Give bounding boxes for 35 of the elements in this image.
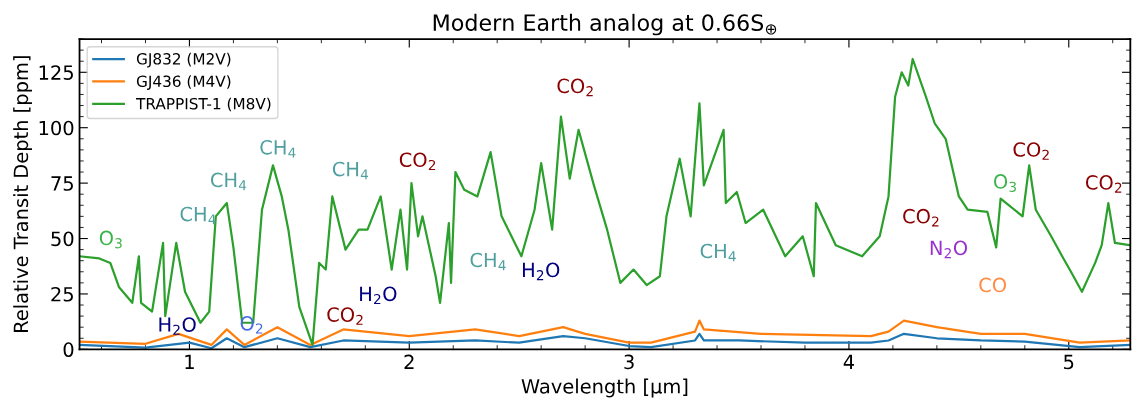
x-tick-label: 1 xyxy=(185,354,194,369)
annotation: CO$_{2}$ xyxy=(557,78,593,97)
annotation: CO$_{2}$ xyxy=(399,152,436,171)
annotation: H$_{2}$O xyxy=(360,286,397,305)
legend-label: TRAPPIST-1 (M8V) xyxy=(136,97,271,112)
x-tick-label: 5 xyxy=(1064,354,1074,370)
annotation: CO$_{2}$ xyxy=(903,208,939,227)
annotation: CH$_{4}$ xyxy=(210,172,247,191)
y-tick-label: 75 xyxy=(51,176,73,191)
annotation: CO xyxy=(979,277,1007,293)
x-tick-label: 3 xyxy=(624,354,634,370)
y-tick-label: 50 xyxy=(51,231,74,247)
annotation: CH$_{4}$ xyxy=(260,139,296,158)
annotation: N$_{2}$O xyxy=(930,240,968,259)
chart-title: Modern Earth analog at 0.66S$_{⊕}$ xyxy=(433,13,777,36)
x-axis-title: Wavelength [μm] xyxy=(521,378,688,398)
annotation: O$_{3}$ xyxy=(99,230,122,249)
annotation: O$_{3}$ xyxy=(994,174,1016,192)
annotation: CH$_{4}$ xyxy=(332,161,369,180)
y-axis-title: Relative Transit Depth [ppm] xyxy=(13,56,32,332)
y-tick-label: 100 xyxy=(39,120,74,136)
y-tick-label: 25 xyxy=(51,286,73,302)
annotation: CH$_{4}$ xyxy=(700,243,736,262)
x-tick-label: 2 xyxy=(404,354,414,369)
annotation: CO$_{2}$ xyxy=(327,307,363,325)
legend-label: GJ832 (M2V) xyxy=(136,52,231,68)
legend-label: GJ436 (M4V) xyxy=(136,75,231,90)
annotation: CO$_{2}$ xyxy=(1085,175,1122,193)
y-tick-label: 125 xyxy=(39,65,73,80)
y-tick-label: 0 xyxy=(63,342,74,358)
annotation: H$_{2}$O xyxy=(159,317,196,335)
annotation: H$_{2}$O xyxy=(522,262,560,281)
x-tick-label: 4 xyxy=(843,354,855,369)
annotation: CO$_{2}$ xyxy=(1013,142,1049,160)
annotation: CH$_{4}$ xyxy=(470,252,506,271)
